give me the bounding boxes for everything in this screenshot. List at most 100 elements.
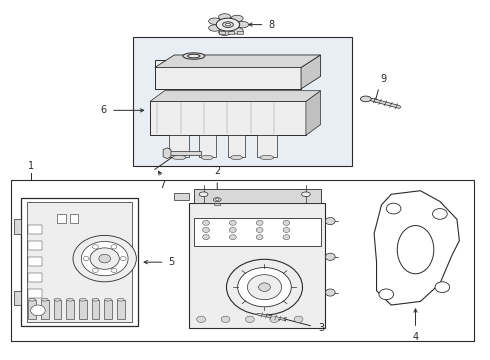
Bar [117,300,124,319]
Circle shape [433,208,447,219]
Bar [189,203,325,328]
Circle shape [202,228,209,233]
Ellipse shape [199,192,208,197]
Circle shape [259,283,270,292]
Ellipse shape [361,96,371,102]
Circle shape [325,289,335,296]
Bar [21,198,138,327]
Ellipse shape [79,298,86,301]
Circle shape [283,228,290,233]
Polygon shape [150,91,320,102]
Bar [57,214,66,223]
Ellipse shape [260,156,274,159]
Bar [155,60,301,89]
Ellipse shape [237,21,248,28]
Ellipse shape [209,25,221,31]
Ellipse shape [231,27,243,34]
Bar [194,217,320,246]
Bar [219,31,225,34]
Bar [28,225,42,234]
Bar [228,31,234,34]
Circle shape [325,217,335,225]
Circle shape [283,235,290,240]
Bar [28,257,42,266]
Circle shape [197,316,205,323]
Text: 6: 6 [100,105,106,115]
Text: 3: 3 [318,323,324,333]
Ellipse shape [105,298,112,301]
Bar [28,289,42,298]
Bar [28,241,42,249]
Ellipse shape [172,156,186,159]
Ellipse shape [216,18,240,31]
Ellipse shape [183,53,205,59]
Bar [28,300,36,319]
Circle shape [229,228,236,233]
Text: 4: 4 [413,332,418,342]
Bar [92,300,99,319]
Ellipse shape [54,298,61,301]
Circle shape [93,268,98,273]
Bar [167,151,201,156]
Circle shape [229,220,236,225]
Circle shape [202,235,209,240]
Ellipse shape [41,298,48,301]
Bar [27,202,132,322]
Circle shape [111,268,117,273]
Bar [214,200,220,205]
Bar [41,300,49,319]
Ellipse shape [231,15,243,22]
Bar [133,37,352,166]
Circle shape [247,275,282,300]
Polygon shape [14,219,21,234]
Polygon shape [163,148,171,158]
Text: 7: 7 [159,180,165,190]
Polygon shape [306,91,320,135]
Circle shape [379,289,393,300]
Bar [257,135,277,157]
Circle shape [81,242,128,276]
Circle shape [294,316,303,323]
Ellipse shape [225,23,230,26]
Circle shape [93,245,98,249]
Circle shape [221,316,230,323]
Bar [11,180,474,341]
Ellipse shape [397,226,434,274]
Circle shape [435,282,450,293]
Circle shape [386,203,401,214]
Bar [79,300,87,319]
Circle shape [120,256,126,261]
Circle shape [256,235,263,240]
Bar [150,102,306,135]
Circle shape [202,220,209,225]
Bar [104,300,112,319]
Polygon shape [14,291,21,305]
Circle shape [73,235,136,282]
Ellipse shape [219,29,231,36]
Circle shape [90,248,119,269]
Bar [70,214,78,223]
Ellipse shape [201,156,213,159]
Polygon shape [155,55,320,67]
Text: 2: 2 [214,166,220,176]
Polygon shape [210,195,225,204]
Bar [199,135,216,157]
Bar [228,135,245,157]
Circle shape [245,316,254,323]
Bar [28,273,42,282]
Polygon shape [374,191,460,305]
Ellipse shape [213,198,221,202]
Ellipse shape [92,298,99,301]
Ellipse shape [67,298,74,301]
Circle shape [256,220,263,225]
Circle shape [99,254,111,263]
Bar [237,31,243,34]
Bar [170,135,189,157]
Ellipse shape [216,199,219,201]
Bar [53,300,61,319]
Ellipse shape [222,22,233,27]
Circle shape [226,259,302,315]
Bar [194,189,320,203]
Circle shape [30,305,45,316]
Circle shape [270,316,279,323]
